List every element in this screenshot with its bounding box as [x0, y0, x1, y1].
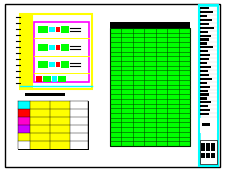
Bar	[18, 133, 30, 141]
Bar	[49, 27, 55, 32]
Bar	[70, 141, 88, 149]
Bar	[200, 54, 210, 56]
Bar	[61, 26, 69, 33]
Bar	[200, 58, 209, 60]
Bar	[201, 143, 205, 151]
Bar	[200, 19, 212, 21]
Bar	[200, 23, 209, 25]
Bar	[20, 14, 32, 89]
Bar	[18, 101, 88, 149]
Bar	[49, 45, 55, 50]
Bar	[200, 93, 209, 96]
Bar	[30, 141, 70, 149]
Bar	[56, 27, 60, 32]
Bar	[200, 101, 211, 103]
Bar	[18, 125, 30, 133]
Bar	[21, 22, 31, 37]
Bar	[200, 70, 208, 72]
Bar	[30, 117, 70, 125]
Bar	[200, 15, 207, 17]
Bar	[206, 153, 210, 158]
Bar	[200, 89, 208, 92]
Bar	[30, 125, 70, 133]
Bar	[200, 74, 209, 76]
Bar	[18, 141, 30, 149]
Bar	[21, 40, 31, 55]
Bar	[70, 117, 88, 125]
Bar	[56, 62, 60, 67]
Bar	[52, 76, 57, 82]
Bar	[200, 86, 210, 88]
Bar	[200, 118, 217, 133]
Bar	[200, 62, 207, 64]
Bar	[35, 74, 88, 85]
Bar	[18, 109, 30, 117]
Bar	[18, 117, 30, 125]
Bar	[200, 7, 209, 9]
Bar	[20, 14, 92, 89]
Bar	[35, 40, 88, 55]
Bar	[30, 101, 70, 109]
Bar	[200, 46, 213, 48]
Bar	[61, 44, 69, 51]
Bar	[200, 34, 211, 37]
Bar	[200, 78, 212, 80]
Bar	[18, 101, 30, 109]
Bar	[200, 31, 208, 33]
Bar	[200, 38, 209, 41]
Bar	[200, 109, 210, 111]
Bar	[21, 57, 31, 72]
Bar	[35, 57, 88, 72]
Bar	[21, 74, 31, 85]
Bar	[36, 76, 42, 82]
Bar	[25, 93, 65, 96]
Bar	[206, 143, 210, 151]
Bar	[56, 45, 60, 50]
Bar	[200, 11, 213, 13]
Bar	[70, 125, 88, 133]
Bar	[202, 123, 210, 126]
Bar	[30, 109, 70, 117]
Bar	[70, 101, 88, 109]
Bar	[200, 82, 207, 84]
Bar	[61, 61, 69, 68]
Bar	[58, 76, 66, 82]
Bar	[211, 143, 215, 151]
Bar	[110, 28, 190, 146]
Bar	[200, 105, 208, 107]
Bar	[200, 27, 214, 29]
Bar	[110, 22, 190, 28]
Bar	[200, 42, 207, 44]
Bar	[211, 153, 215, 158]
Bar	[200, 113, 209, 115]
Bar	[200, 50, 208, 52]
Bar	[38, 26, 48, 33]
Bar	[35, 22, 88, 37]
Bar	[43, 76, 51, 82]
Bar	[30, 133, 70, 141]
Bar	[38, 44, 48, 51]
Bar	[200, 97, 207, 99]
Bar	[200, 66, 211, 68]
Bar	[70, 109, 88, 117]
Bar	[200, 140, 217, 164]
Bar	[201, 153, 205, 158]
Bar	[200, 6, 217, 165]
Bar	[199, 5, 218, 166]
Bar	[34, 22, 89, 82]
Bar	[38, 61, 48, 68]
Bar	[49, 62, 55, 67]
Bar	[70, 133, 88, 141]
